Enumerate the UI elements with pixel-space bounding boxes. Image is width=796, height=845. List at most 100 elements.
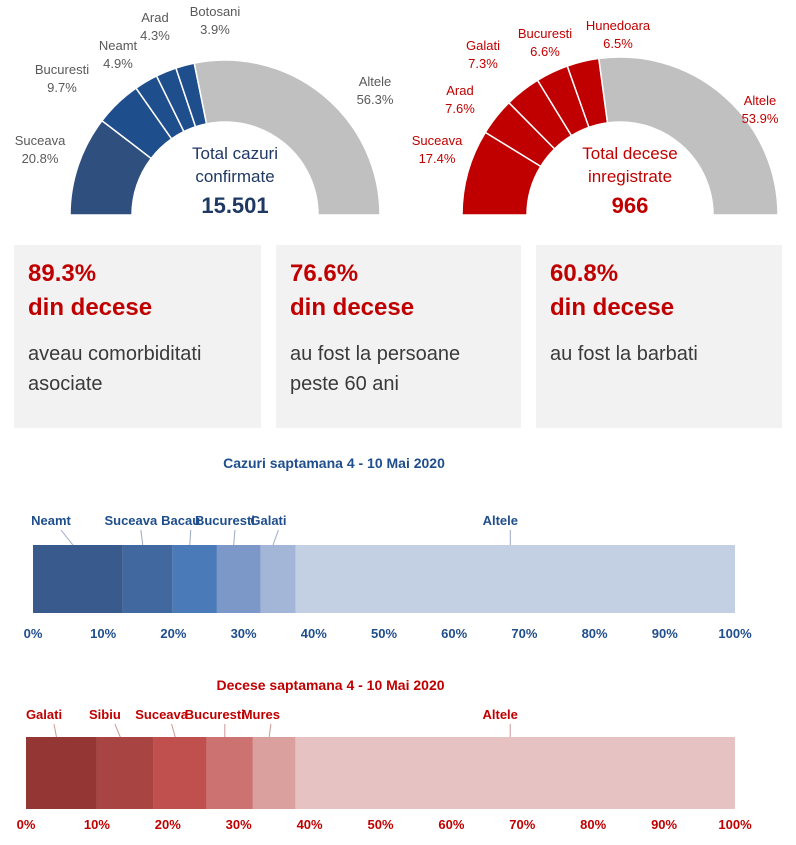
bar-segment-neamt xyxy=(33,545,123,613)
label-leader-line xyxy=(140,529,144,546)
bar-segment-galati xyxy=(260,545,296,613)
slice-value-label: 53.9% xyxy=(742,111,779,126)
x-tick-label: 30% xyxy=(231,626,257,641)
bar-category-label: Suceava xyxy=(135,707,189,722)
bar-category-label: Sibiu xyxy=(89,707,121,722)
slice-label: Arad xyxy=(446,83,473,98)
x-tick-label: 80% xyxy=(582,626,608,641)
slice-value-label: 4.3% xyxy=(140,28,170,43)
donut-center-label: Total decese xyxy=(582,144,677,163)
label-leader-line xyxy=(268,723,272,738)
x-tick-label: 70% xyxy=(511,626,537,641)
x-tick-label: 100% xyxy=(718,626,752,641)
stacked-bar-chart-cases: Cazuri saptamana 4 - 10 Mai 2020 Neamt Suc… xyxy=(24,455,752,641)
x-tick-label: 100% xyxy=(718,817,752,832)
donut-chart-deaths: Suceava 17.4% Arad 7.6% Galati 7.3% Bucuresti 6… xyxy=(412,18,779,218)
donut-center-label: Total cazuri xyxy=(192,144,278,163)
slice-label: Altele xyxy=(744,93,777,108)
bar-segment-bacau xyxy=(172,545,217,613)
slice-label: Bucuresti xyxy=(35,62,89,77)
slice-value-label: 7.3% xyxy=(468,56,498,71)
stat-subtitle: din decese xyxy=(290,294,415,321)
donut-chart-cases: Suceava 20.8% Bucuresti 9.7% Neamt 4.9% Arad 4.… xyxy=(15,4,394,218)
x-tick-label: 50% xyxy=(371,626,397,641)
bar-segment-altele xyxy=(295,545,735,613)
bar-segment-mures xyxy=(252,737,296,809)
bar-segment-suceava xyxy=(153,737,207,809)
label-leader-line xyxy=(114,723,121,738)
stat-description: au fost la persoane peste 60 ani xyxy=(290,343,461,395)
x-tick-label: 20% xyxy=(155,817,181,832)
stat-percent: 60.8% xyxy=(550,260,619,287)
label-leader-line xyxy=(53,723,57,738)
bar-category-label: Suceava xyxy=(104,513,158,528)
stat-card-comorbidities: 89.3% din decese aveau comorbiditati aso… xyxy=(14,245,261,428)
slice-value-label: 17.4% xyxy=(419,151,456,166)
stat-subtitle: din decese xyxy=(28,294,153,321)
bar-segment-suceava xyxy=(122,545,173,613)
label-leader-line xyxy=(189,529,192,546)
x-tick-label: 20% xyxy=(160,626,186,641)
slice-label: Neamt xyxy=(99,38,138,53)
x-tick-label: 60% xyxy=(438,817,464,832)
stat-description: aveau comorbiditati asociate xyxy=(28,343,202,395)
donut-center-label: inregistrate xyxy=(588,167,672,186)
bar-segment-altele xyxy=(295,737,735,809)
x-tick-label: 30% xyxy=(226,817,252,832)
slice-value-label: 6.5% xyxy=(603,36,633,51)
slice-value-label: 20.8% xyxy=(22,151,59,166)
slice-label: Hunedoara xyxy=(586,18,651,33)
label-leader-line xyxy=(171,723,176,738)
donut-slice-altele xyxy=(597,56,779,216)
stat-subtitle: din decese xyxy=(550,294,675,321)
x-tick-label: 10% xyxy=(90,626,116,641)
chart-title: Cazuri saptamana 4 - 10 Mai 2020 xyxy=(223,455,445,471)
bar-category-label: Altele xyxy=(483,513,518,528)
slice-value-label: 56.3% xyxy=(357,92,394,107)
bar-segment-galati xyxy=(26,737,97,809)
bar-category-label: Altele xyxy=(483,707,518,722)
x-tick-label: 50% xyxy=(367,817,393,832)
bar-category-label: Mures xyxy=(242,707,280,722)
slice-label: Galati xyxy=(466,38,500,53)
slice-label: Botosani xyxy=(190,4,241,19)
slice-label: Altele xyxy=(359,74,392,89)
stat-percent: 76.6% xyxy=(290,260,359,287)
stat-percent: 89.3% xyxy=(28,260,97,287)
x-tick-label: 70% xyxy=(509,817,535,832)
bar-category-label: Bucuresti xyxy=(195,513,255,528)
x-tick-label: 40% xyxy=(301,626,327,641)
label-leader-line xyxy=(60,529,74,546)
bar-category-label: Galati xyxy=(26,707,62,722)
donut-slice-altele xyxy=(193,59,381,216)
x-tick-label: 10% xyxy=(84,817,110,832)
stat-description: au fost la barbati xyxy=(550,343,698,365)
donut-center-label: confirmate xyxy=(195,167,274,186)
stat-card-men: 60.8% din decese au fost la barbati xyxy=(536,245,782,428)
stacked-bar-chart-deaths: Decese saptamana 4 - 10 Mai 2020 Galati Si… xyxy=(17,677,752,832)
donut-center-value: 15.501 xyxy=(201,193,268,218)
slice-value-label: 7.6% xyxy=(445,101,475,116)
slice-label: Arad xyxy=(141,10,168,25)
slice-label: Suceava xyxy=(15,133,66,148)
donut-center-value: 966 xyxy=(612,193,649,218)
x-tick-label: 40% xyxy=(297,817,323,832)
slice-label: Bucuresti xyxy=(518,26,572,41)
x-tick-label: 60% xyxy=(441,626,467,641)
stat-card-age: 76.6% din decese au fost la persoane pes… xyxy=(276,245,521,428)
x-tick-label: 90% xyxy=(652,626,678,641)
slice-value-label: 3.9% xyxy=(200,22,230,37)
bar-segment-sibiu xyxy=(96,737,154,809)
slice-value-label: 9.7% xyxy=(47,80,77,95)
label-leader-line xyxy=(233,529,236,546)
bar-category-label: Galati xyxy=(250,513,286,528)
slice-value-label: 4.9% xyxy=(103,56,133,71)
x-tick-label: 0% xyxy=(17,817,36,832)
bar-category-label: Bucuresti xyxy=(185,707,245,722)
bar-segment-bucuresti xyxy=(216,545,261,613)
x-tick-label: 90% xyxy=(651,817,677,832)
bar-category-label: Bacau xyxy=(161,513,200,528)
chart-title: Decese saptamana 4 - 10 Mai 2020 xyxy=(216,677,444,693)
bar-category-label: Neamt xyxy=(31,513,71,528)
